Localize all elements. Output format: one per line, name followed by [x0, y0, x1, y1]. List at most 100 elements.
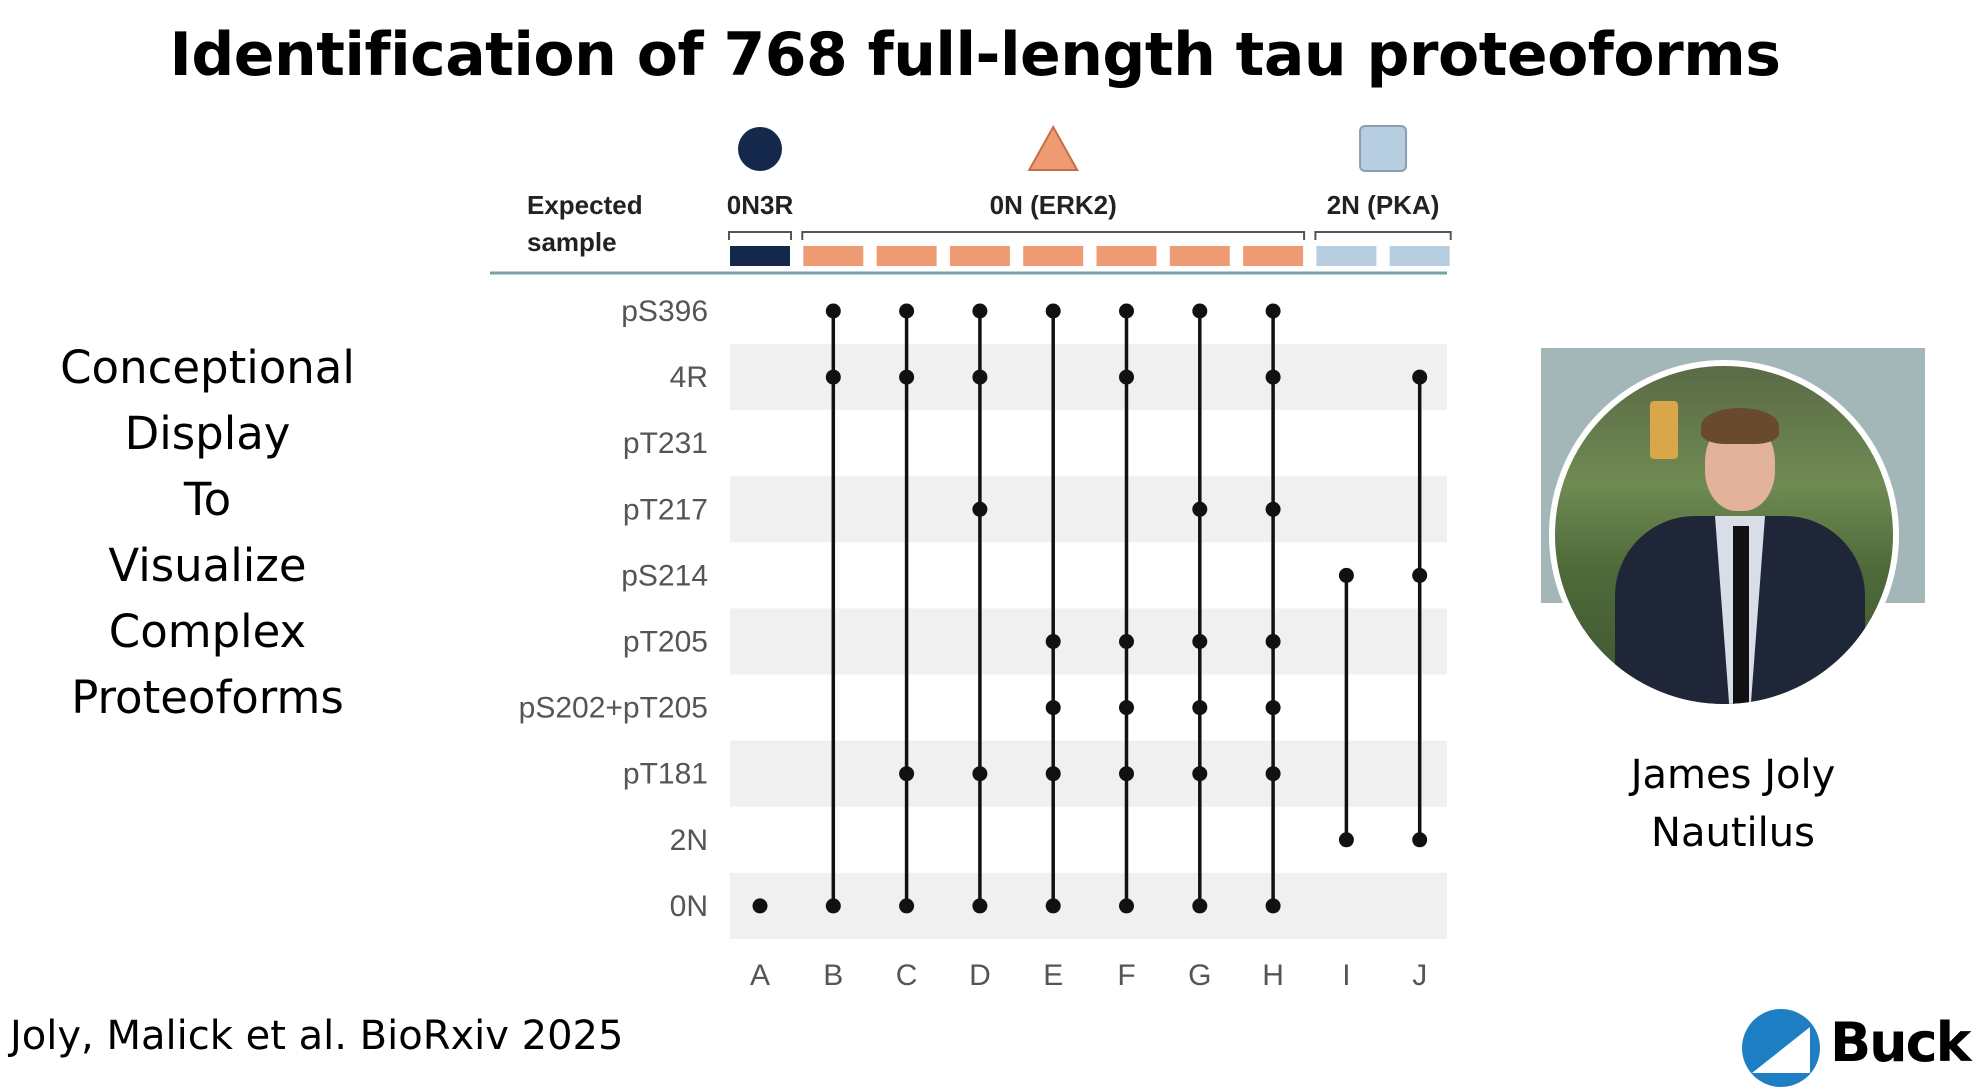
membership-dot	[825, 303, 841, 319]
membership-dot	[1045, 634, 1061, 649]
membership-dot	[1265, 303, 1281, 319]
membership-dot	[1192, 700, 1208, 716]
membership-dot	[899, 766, 915, 782]
column-label: D	[969, 959, 991, 992]
column-label: E	[1043, 959, 1063, 992]
expected-sample-label: Expected	[527, 190, 643, 220]
group-square-icon	[1359, 125, 1408, 172]
speaker-photo	[1549, 360, 1899, 710]
group-label: 2N (PKA)	[1327, 190, 1440, 220]
buck-logo-icon	[1742, 1009, 1820, 1087]
group-triangle-icon	[1027, 124, 1079, 171]
row-label: 2N	[670, 824, 708, 857]
citation: Joly, Malick et al. BioRxiv 2025	[10, 1013, 624, 1059]
membership-dot	[972, 303, 988, 319]
column-label: B	[823, 959, 843, 992]
membership-dot	[1192, 501, 1208, 517]
membership-dot	[825, 369, 841, 385]
photo-lamp	[1650, 401, 1678, 459]
sample-bar	[1023, 246, 1084, 266]
sample-bar	[876, 246, 937, 266]
membership-dot	[972, 369, 988, 385]
membership-dot	[1119, 369, 1134, 385]
membership-dot	[1412, 832, 1428, 848]
column-label: A	[750, 959, 770, 992]
row-label: pS214	[621, 559, 708, 592]
row-label: pS202+pT205	[519, 692, 708, 725]
row-stripe	[730, 740, 1447, 807]
membership-dot	[752, 898, 768, 914]
row-stripe	[730, 476, 1447, 543]
membership-dot	[899, 898, 915, 914]
row-stripe	[730, 608, 1447, 675]
column-label: C	[896, 959, 918, 992]
membership-dot	[1119, 700, 1134, 716]
membership-dot	[1045, 303, 1061, 319]
row-label: 4R	[670, 361, 708, 394]
side-caption-line: Visualize	[108, 539, 307, 592]
membership-dot	[972, 501, 988, 517]
membership-dot	[899, 369, 915, 385]
column-label: H	[1262, 959, 1284, 992]
membership-dot	[1265, 501, 1281, 517]
row-stripe	[730, 344, 1447, 411]
sample-bar	[1243, 246, 1304, 266]
side-caption: Conceptional Display To Visualize Comple…	[20, 335, 395, 731]
membership-dot	[1338, 567, 1354, 583]
group-bracket	[728, 231, 792, 240]
membership-dot	[1412, 369, 1428, 385]
membership-dot	[1265, 700, 1281, 716]
membership-dot	[1045, 898, 1061, 914]
membership-dot	[1265, 766, 1281, 782]
membership-dot	[1192, 898, 1208, 914]
side-caption-line: Display	[124, 407, 291, 460]
membership-dot	[899, 303, 915, 319]
membership-dot	[1192, 634, 1208, 649]
membership-dot	[1265, 634, 1281, 649]
membership-dot	[1045, 766, 1061, 782]
speaker-name: James Joly	[1630, 752, 1836, 798]
group-circle-icon	[738, 127, 782, 171]
row-stripe	[730, 872, 1447, 939]
row-label: pT217	[623, 493, 708, 526]
sample-bar	[1316, 246, 1377, 266]
row-label: pT231	[623, 427, 708, 460]
row-label: pT205	[623, 626, 708, 659]
membership-dot	[1412, 567, 1428, 583]
column-label: I	[1342, 959, 1350, 992]
sample-bar	[1096, 246, 1157, 266]
column-label: F	[1117, 959, 1135, 992]
membership-dot	[1265, 369, 1281, 385]
side-caption-line: Proteoforms	[71, 671, 344, 724]
membership-dot	[825, 898, 841, 914]
expected-sample-label: sample	[527, 227, 617, 257]
column-label: J	[1412, 959, 1427, 992]
group-label: 0N3R	[727, 190, 794, 220]
sample-bar	[949, 246, 1010, 266]
membership-dot	[1192, 303, 1208, 319]
group-bracket	[801, 231, 1306, 240]
speaker-organization: Nautilus	[1651, 810, 1815, 856]
membership-dot	[1338, 832, 1354, 848]
slide-title: Identification of 768 full-length tau pr…	[169, 20, 1781, 90]
row-label: 0N	[670, 890, 708, 923]
side-caption-line: Complex	[108, 605, 307, 658]
membership-dot	[972, 898, 988, 914]
membership-dot	[1045, 700, 1061, 716]
group-label: 0N (ERK2)	[990, 190, 1117, 220]
membership-dot	[972, 766, 988, 782]
sample-bar	[730, 246, 790, 266]
sample-bar	[1169, 246, 1230, 266]
membership-dot	[1119, 303, 1134, 319]
photo-tie	[1733, 526, 1749, 704]
logo-text: Buck	[1830, 1011, 1972, 1074]
side-caption-line: To	[183, 473, 232, 526]
column-label: G	[1188, 959, 1211, 992]
membership-dot	[1119, 634, 1134, 649]
side-caption-line: Conceptional	[60, 341, 355, 394]
membership-dot	[1265, 898, 1281, 914]
membership-dot	[1192, 766, 1208, 782]
row-label: pT181	[623, 758, 708, 791]
sample-bar	[803, 246, 864, 266]
